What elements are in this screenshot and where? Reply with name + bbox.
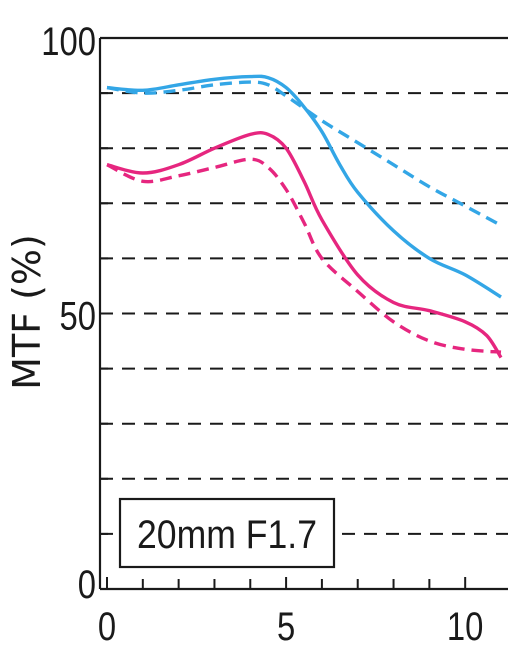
y-axis-label: MTF (%) — [5, 234, 49, 390]
y-axis-label-text: MTF (%) — [5, 234, 49, 390]
x-ticks — [100, 37, 467, 590]
x-tick-label: 10 — [447, 604, 483, 649]
series-line-blue-dashed — [106, 80, 502, 227]
lens-label-frame — [118, 497, 336, 569]
y-tick-label: 0 — [78, 562, 96, 607]
series-line-magenta-solid — [106, 130, 503, 359]
series-line-blue-solid — [106, 74, 502, 299]
gridlines — [100, 92, 508, 535]
series-line-magenta-dashed — [106, 157, 502, 354]
lens-label-text: 20mm F1.7 — [137, 513, 317, 557]
x-tick-label: 0 — [98, 604, 116, 649]
y-tick-label: 50 — [60, 293, 96, 338]
lens-label-box: 20mm F1.7 — [118, 497, 336, 569]
series-layer — [106, 74, 503, 359]
x-tick-label: 5 — [277, 604, 295, 649]
y-tick-label: 100 — [41, 19, 96, 64]
